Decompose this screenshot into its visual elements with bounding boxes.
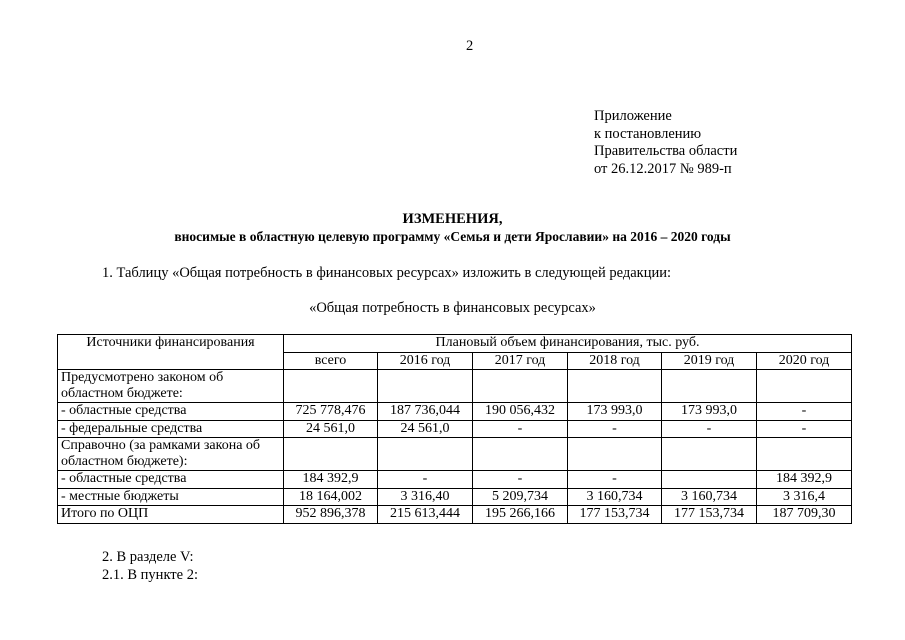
page-number: 2 bbox=[466, 38, 474, 54]
table-title: «Общая потребность в финансовых ресурсах… bbox=[309, 300, 596, 316]
table-cell: 3 160,734 bbox=[567, 487, 662, 506]
table-cell: 190 056,432 bbox=[472, 402, 568, 421]
appendix-line: Правительства области bbox=[594, 143, 738, 159]
table-cell: 177 153,734 bbox=[567, 505, 662, 524]
table-cell bbox=[472, 437, 568, 471]
row-label: Предусмотрено законом об областном бюдже… bbox=[57, 369, 284, 403]
table-cell: 3 316,4 bbox=[756, 487, 852, 506]
table-cell bbox=[661, 369, 757, 403]
table-row: - областные средства 184 392,9- - -184 392,… bbox=[57, 470, 852, 489]
table-cell: 5 209,734 bbox=[472, 487, 568, 506]
table-cell: 173 993,0 bbox=[567, 402, 662, 421]
table-cell: - bbox=[472, 470, 568, 489]
table-cell: - bbox=[756, 402, 852, 421]
table-cell bbox=[567, 369, 662, 403]
column-header: 2016 год bbox=[377, 351, 473, 370]
table-cell: - bbox=[756, 419, 852, 438]
table-cell: 725 778,476 bbox=[283, 402, 378, 421]
column-header: 2019 год bbox=[661, 351, 757, 370]
row-label: Справочно (за рамками закона об областно… bbox=[57, 437, 284, 471]
table-cell bbox=[567, 437, 662, 471]
table-cell bbox=[377, 437, 473, 471]
row-label: Итого по ОЦП bbox=[57, 505, 284, 524]
table-cell: - bbox=[567, 419, 662, 438]
table-cell: 173 993,0 bbox=[661, 402, 757, 421]
table-cell bbox=[283, 369, 378, 403]
table-cell: 24 561,0 bbox=[377, 419, 473, 438]
appendix-block: Приложение к постановлению Правительства… bbox=[594, 108, 737, 178]
table-cell: - bbox=[661, 419, 757, 438]
row-label: - федеральные средства bbox=[57, 419, 284, 438]
table-cell: 184 392,9 bbox=[756, 470, 852, 489]
column-header: всего bbox=[283, 351, 378, 370]
table-row: - местные бюджеты 18 164,002 3 316,40 5 209… bbox=[57, 487, 852, 506]
table-cell bbox=[756, 369, 852, 403]
column-header: 2020 год bbox=[756, 351, 852, 370]
paragraph: 2.1. В пункте 2: bbox=[102, 567, 198, 583]
table-cell: 195 266,166 bbox=[472, 505, 568, 524]
table-row: - областные средства 725 778,476 187 736,0… bbox=[57, 402, 852, 421]
doc-title: ИЗМЕНЕНИЯ, bbox=[402, 211, 503, 227]
table-cell: 18 164,002 bbox=[283, 487, 378, 506]
appendix-line: к постановлению bbox=[594, 125, 702, 142]
table-cell: 3 160,734 bbox=[661, 487, 757, 506]
table-cell: 24 561,0 bbox=[283, 419, 378, 438]
table-row: Итого по ОЦП 952 896,378 215 613,444 195 26… bbox=[57, 505, 852, 524]
header-group: Плановый объем финансирования, тыс. руб. bbox=[283, 334, 852, 353]
table-row: - федеральные средства 24 561,0 24 561,0- -… bbox=[57, 419, 852, 438]
table-cell bbox=[283, 437, 378, 471]
table-cell: 184 392,9 bbox=[283, 470, 378, 489]
table-cell: 3 316,40 bbox=[377, 487, 473, 506]
table-cell: - bbox=[472, 419, 568, 438]
table-cell: - bbox=[377, 470, 473, 489]
paragraph: 2. В разделе V: bbox=[102, 549, 194, 565]
table-row: Предусмотрено законом об областном бюдже… bbox=[57, 369, 852, 403]
table-cell: 952 896,378 bbox=[283, 505, 378, 524]
row-label: - областные средства bbox=[57, 470, 284, 489]
doc-subtitle: вносимые в областную целевую программу «… bbox=[174, 229, 731, 244]
table-cell bbox=[661, 470, 757, 489]
appendix-line: от 26.12.2017 № 989-п bbox=[594, 160, 732, 177]
row-label: - местные бюджеты bbox=[57, 487, 284, 506]
table-cell: 215 613,444 bbox=[377, 505, 473, 524]
table-cell: 177 153,734 bbox=[661, 505, 757, 524]
table-cell: 187 709,30 bbox=[756, 505, 852, 524]
column-header: 2017 год bbox=[472, 351, 568, 370]
header-source: Источники финансирования bbox=[57, 334, 284, 370]
row-label: - областные средства bbox=[57, 402, 284, 421]
table-row: Справочно (за рамками закона об областно… bbox=[57, 437, 852, 471]
table-cell bbox=[756, 437, 852, 471]
column-header: 2018 год bbox=[567, 351, 662, 370]
table-cell: - bbox=[567, 470, 662, 489]
paragraph: 1. Таблицу «Общая потребность в финансов… bbox=[102, 265, 672, 281]
finance-table: Источники финансирования Плановый объем … bbox=[57, 334, 852, 524]
appendix-line: Приложение bbox=[594, 108, 672, 124]
table-cell bbox=[661, 437, 757, 471]
table-cell bbox=[472, 369, 568, 403]
table-cell bbox=[377, 369, 473, 403]
table-cell: 187 736,044 bbox=[377, 402, 473, 421]
